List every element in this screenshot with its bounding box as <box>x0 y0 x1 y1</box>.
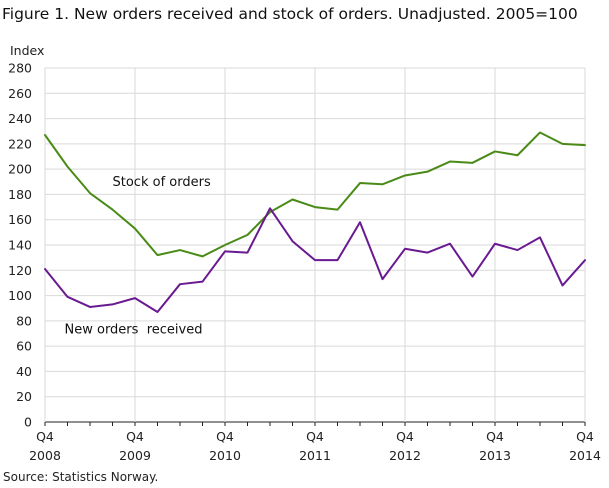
x-tick-quarter-2012: Q4 <box>396 429 414 444</box>
x-tick-year-2009: 2009 <box>119 448 151 463</box>
y-axis-label: Index <box>10 43 45 58</box>
y-tick-label-80: 80 <box>16 313 32 328</box>
annotation-stock-of-orders: Stock of orders <box>113 175 211 190</box>
x-tick-year-2014: 2014 <box>569 448 601 463</box>
x-tick-quarter-2010: Q4 <box>216 429 234 444</box>
x-tick-labels: Q4 2008 Q4 2009 Q4 2010 Q4 2011 Q4 2012 Q4 2013 Q4 20… <box>29 429 601 463</box>
annotation-new-orders-received: New orders received <box>65 323 203 338</box>
y-tick-label-60: 60 <box>16 339 32 354</box>
x-tick-year-2010: 2010 <box>209 448 241 463</box>
y-tick-label-160: 160 <box>8 212 32 227</box>
y-tick-label-260: 260 <box>8 86 32 101</box>
y-tick-label-200: 200 <box>8 162 32 177</box>
x-tick-quarter-2008: Q4 <box>36 429 54 444</box>
series-annotations: Stock of orders New orders received <box>65 175 211 338</box>
source-note: Source: Statistics Norway. <box>3 470 159 484</box>
y-tick-label-280: 280 <box>8 61 32 76</box>
x-tick-year-2011: 2011 <box>299 448 331 463</box>
x-tick-quarter-2014: Q4 <box>576 429 594 444</box>
y-tick-label-100: 100 <box>8 288 32 303</box>
y-tick-label-180: 180 <box>8 187 32 202</box>
x-tick-quarter-2011: Q4 <box>306 429 324 444</box>
x-tick-year-2008: 2008 <box>29 448 61 463</box>
series-line-new-orders-received <box>44 207 586 314</box>
chart-title: Figure 1. New orders received and stock … <box>2 5 578 23</box>
x-tick-year-2013: 2013 <box>479 448 511 463</box>
y-tick-label-120: 120 <box>8 263 32 278</box>
y-tick-label-20: 20 <box>16 389 32 404</box>
y-tick-label-220: 220 <box>8 136 32 151</box>
x-tick-quarter-2009: Q4 <box>126 429 144 444</box>
y-tick-label-240: 240 <box>8 111 32 126</box>
y-tick-labels: 0 20 40 60 80 100 120 140 160 180 200 220 240 260 280 <box>8 61 32 430</box>
y-tick-label-0: 0 <box>24 415 32 430</box>
y-tick-label-40: 40 <box>16 364 32 379</box>
series-lines <box>44 131 586 314</box>
series-line-stock-of-orders <box>44 131 586 258</box>
y-tick-label-140: 140 <box>8 238 32 253</box>
x-tick-quarter-2013: Q4 <box>486 429 504 444</box>
x-tick-year-2012: 2012 <box>389 448 421 463</box>
